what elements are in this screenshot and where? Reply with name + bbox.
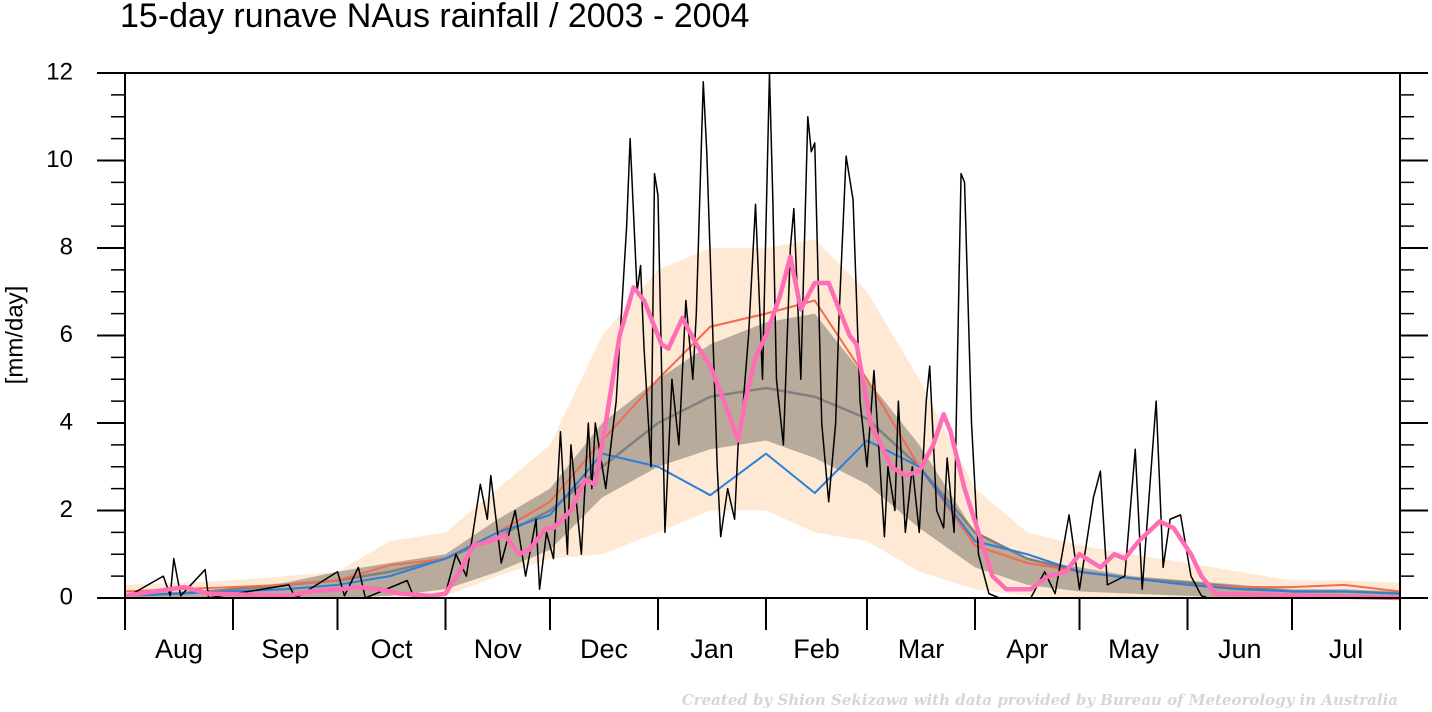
x-tick-label: May (1108, 634, 1160, 664)
y-tick-label: 8 (60, 233, 73, 260)
x-tick-label: Jul (1329, 634, 1364, 664)
x-tick-label: Apr (1006, 634, 1048, 664)
y-tick-label: 4 (60, 408, 73, 435)
y-tick-label: 12 (46, 58, 73, 85)
y-tick-label: 0 (60, 583, 73, 610)
chart-title: 15-day runave NAus rainfall / 2003 - 200… (120, 0, 749, 35)
line (124, 72, 1400, 599)
x-tick-label: Oct (370, 634, 413, 664)
y-tick-label: 2 (60, 496, 73, 523)
line (124, 254, 1401, 601)
y-tick-label: 10 (46, 146, 73, 173)
y-axis-label: [mm/day] (1, 286, 28, 385)
x-tick-label: Feb (793, 634, 840, 664)
x-tick-label: Jun (1218, 634, 1262, 664)
credit: Created by Shion Sekizawa with data prov… (682, 691, 1398, 709)
y-tick-label: 6 (60, 321, 73, 348)
line (124, 439, 1401, 597)
x-tick-label: Aug (155, 634, 203, 664)
x-tick-label: Dec (580, 634, 628, 664)
x-tick-label: Jan (690, 634, 734, 664)
x-tick-label: Nov (474, 634, 523, 664)
x-tick-label: Mar (898, 634, 945, 664)
x-tick-label: Sep (261, 634, 309, 664)
